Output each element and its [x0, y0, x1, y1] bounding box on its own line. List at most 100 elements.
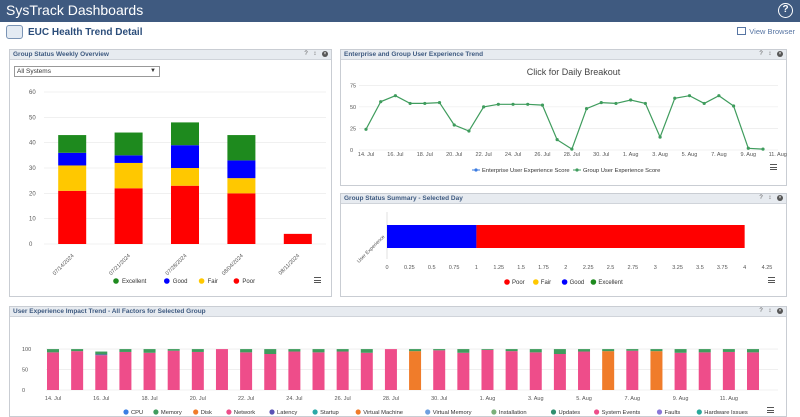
legend-label: CPU	[131, 410, 143, 416]
x-tick-label: 26. Jul	[335, 396, 351, 402]
bar-segment	[167, 349, 180, 351]
bar-segment	[553, 349, 566, 354]
close-icon[interactable]: ×	[322, 51, 328, 57]
weekly-overview-panel: Group Status Weekly Overview ? ↕ × All S…	[9, 49, 332, 297]
bar-segment	[167, 350, 180, 390]
data-point	[482, 105, 486, 109]
x-tick-label: 1. Aug	[623, 152, 639, 158]
impact-trend-chart[interactable]: 0 50 100 14. Jul 16. Jul 18. Jul 20. Jul 22. Ju…	[10, 307, 788, 417]
bar-segment	[240, 349, 253, 353]
bar-segment	[240, 352, 253, 390]
bar-segment	[336, 349, 349, 352]
weekly-status-chart[interactable]: 0 10 20 30 40 50 60 07/14/2024 07/21/2024 07/28/2…	[10, 50, 333, 298]
bar-segment	[119, 349, 132, 352]
panel-header: Group Status Summary - Selected Day ? ↕ …	[341, 194, 786, 204]
data-point	[452, 123, 456, 127]
bar-segment	[47, 352, 59, 390]
legend-marker	[656, 409, 663, 415]
legend-label: Enterprise User Experience Score	[482, 168, 570, 174]
legend-marker	[696, 409, 702, 415]
bar-segment	[312, 349, 325, 353]
system-filter-select[interactable]: All Systems ▼	[14, 66, 160, 77]
bar-segment	[227, 160, 256, 179]
x-tick-label: 7. Aug	[711, 152, 727, 158]
panel-controls[interactable]: ? ↕ ×	[759, 195, 783, 201]
data-point	[526, 102, 530, 106]
legend-marker	[425, 409, 431, 415]
x-tick-label: 16. Jul	[387, 152, 403, 158]
data-point	[643, 101, 647, 106]
x-tick-label: 22. Jul	[238, 396, 254, 402]
y-tick-label: 20	[29, 191, 36, 197]
x-tick-label: 3. Aug	[652, 152, 668, 158]
legend-marker	[312, 409, 318, 415]
panel-header: Group Status Weekly Overview ? ↕ ×	[10, 50, 331, 60]
x-tick-label: 08/04/2024	[221, 253, 245, 277]
panel-controls[interactable]: ? ↕ ×	[759, 308, 783, 314]
legend-marker	[590, 279, 597, 285]
bar-segment	[747, 352, 759, 390]
x-tick-label: 3.25	[672, 265, 683, 271]
x-tick-label: 22. Jul	[476, 152, 492, 158]
bar-segment	[433, 350, 446, 390]
legend-label: Updates	[559, 410, 581, 416]
legend-marker	[198, 278, 205, 284]
bar-segment	[602, 351, 615, 390]
ux-trend-chart[interactable]: Click for Daily Breakout 0 25 50 75 14. Jul 16…	[341, 50, 788, 187]
x-tick-label: 1. Aug	[480, 396, 496, 402]
bar-segment	[171, 168, 199, 186]
x-tick-label: 9. Aug	[673, 396, 689, 402]
chart-menu-icon[interactable]	[770, 164, 777, 170]
panel-controls[interactable]: ? ↕ ×	[759, 51, 783, 57]
bar-segment	[457, 352, 470, 390]
bar-segment	[227, 193, 256, 244]
bar-segment	[674, 352, 687, 390]
x-tick-label: 1.5	[517, 265, 525, 271]
legend-label: Poor	[242, 279, 255, 285]
data-point	[761, 147, 765, 151]
chart-menu-icon[interactable]	[314, 277, 321, 283]
data-point	[673, 96, 677, 100]
bar-segment	[95, 351, 108, 355]
x-tick-label: 30. Jul	[593, 152, 609, 158]
panel-title: Group Status Weekly Overview	[13, 51, 109, 58]
x-tick-label: 18. Jul	[141, 396, 157, 402]
x-tick-label: 24. Jul	[286, 396, 302, 402]
x-tick-label: 1	[475, 265, 478, 271]
x-tick-label: 11. Aug	[720, 396, 738, 402]
legend-marker	[491, 409, 497, 415]
close-icon[interactable]: ×	[777, 51, 783, 57]
browser-icon	[737, 27, 747, 35]
data-point	[496, 102, 500, 106]
bar-segment	[114, 188, 143, 244]
bar-segment	[114, 155, 143, 163]
x-tick-label: 07/28/2024	[165, 253, 189, 277]
bar-segment	[650, 349, 663, 352]
panel-controls[interactable]: ? ↕ ×	[304, 51, 328, 57]
dashboard-icon[interactable]	[6, 25, 23, 39]
chart-menu-icon[interactable]	[768, 277, 775, 283]
bar-segment	[47, 349, 59, 353]
bar-segment	[288, 351, 301, 390]
app-header: SysTrack Dashboards ?	[0, 0, 800, 22]
bar-segment	[71, 351, 84, 390]
bar-segment	[481, 349, 494, 350]
view-browser-link[interactable]: View Browser	[737, 27, 795, 36]
close-icon[interactable]: ×	[777, 195, 783, 201]
bar-segment	[433, 349, 446, 351]
x-tick-label: 5. Aug	[682, 152, 698, 158]
close-icon[interactable]: ×	[777, 308, 783, 314]
bar-segment	[674, 349, 687, 353]
bar-segment	[119, 351, 132, 390]
x-tick-label: 0	[385, 265, 388, 271]
help-icon[interactable]: ?	[778, 3, 793, 18]
data-point	[746, 146, 750, 150]
legend-marker	[594, 409, 600, 415]
chevron-down-icon: ▼	[150, 68, 156, 74]
data-point	[393, 94, 398, 98]
chart-menu-icon[interactable]	[767, 407, 774, 413]
legend-label: Excellent	[598, 280, 623, 286]
legend-marker	[474, 168, 478, 172]
x-tick-label: 26. Jul	[534, 152, 550, 158]
